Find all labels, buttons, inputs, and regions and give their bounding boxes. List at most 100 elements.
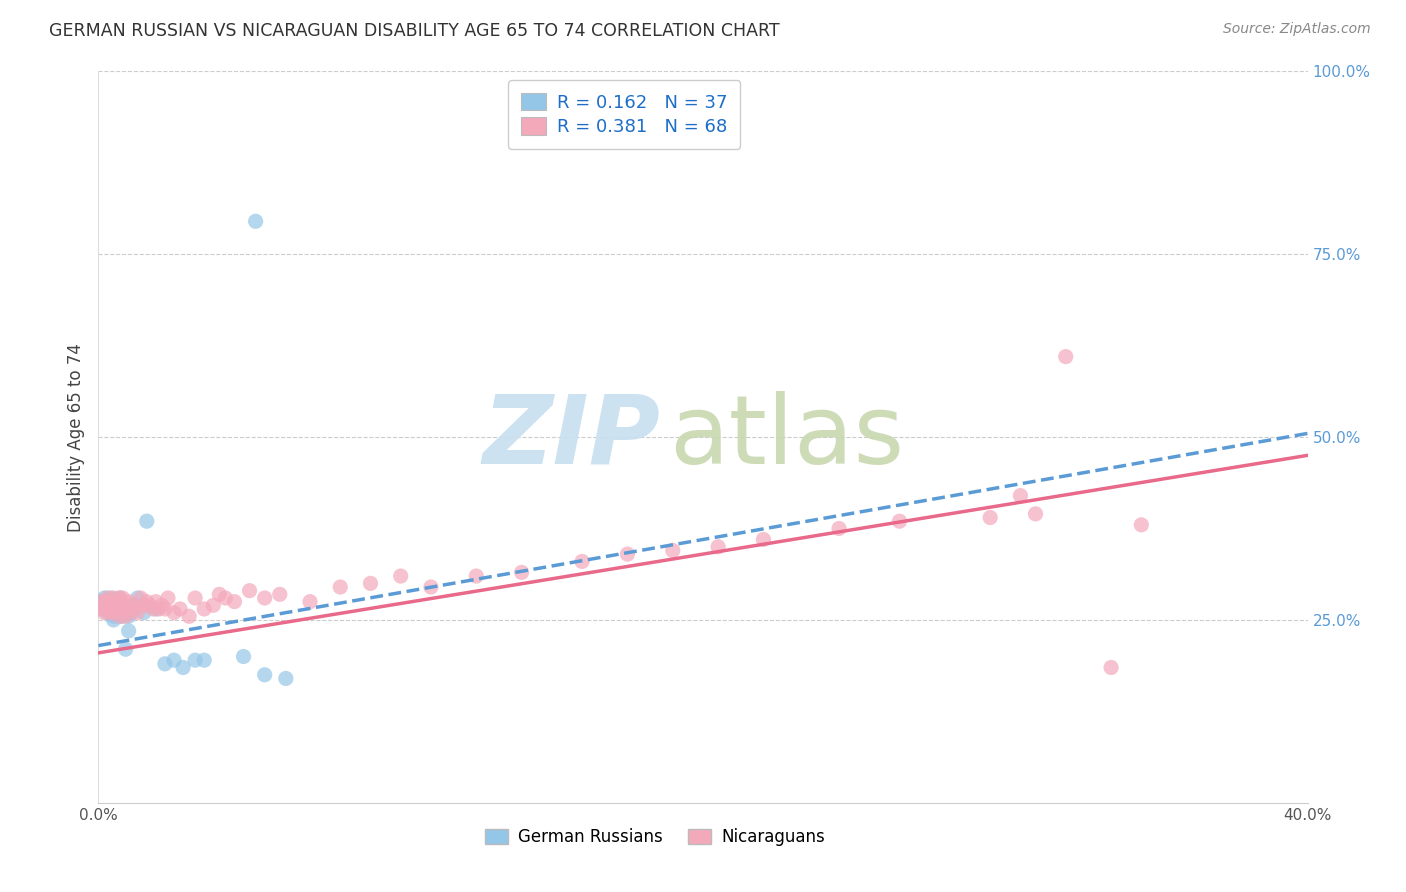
Nicaraguans <box>145 594 167 608</box>
German Russians <box>232 649 254 664</box>
Text: atlas: atlas <box>669 391 904 483</box>
German Russians <box>108 609 131 624</box>
Nicaraguans <box>153 602 176 616</box>
Nicaraguans <box>163 606 186 620</box>
Text: Source: ZipAtlas.com: Source: ZipAtlas.com <box>1223 22 1371 37</box>
Nicaraguans <box>828 521 851 535</box>
Nicaraguans <box>202 599 225 613</box>
German Russians <box>121 606 143 620</box>
German Russians <box>118 624 141 638</box>
Nicaraguans <box>661 543 683 558</box>
Nicaraguans <box>132 599 155 613</box>
Nicaraguans <box>150 599 173 613</box>
Nicaraguans <box>299 594 322 608</box>
Nicaraguans <box>96 594 118 608</box>
Nicaraguans <box>1024 507 1046 521</box>
Nicaraguans <box>114 609 136 624</box>
Nicaraguans <box>93 599 115 613</box>
Nicaraguans <box>129 591 152 605</box>
German Russians <box>103 594 125 608</box>
Nicaraguans <box>148 602 170 616</box>
German Russians <box>90 594 112 608</box>
Nicaraguans <box>111 599 134 613</box>
Nicaraguans <box>208 587 231 601</box>
German Russians <box>184 653 207 667</box>
Nicaraguans <box>114 602 136 616</box>
Nicaraguans <box>360 576 382 591</box>
German Russians <box>114 642 136 657</box>
German Russians <box>111 609 134 624</box>
Nicaraguans <box>111 594 134 608</box>
Nicaraguans <box>90 594 112 608</box>
Nicaraguans <box>616 547 638 561</box>
Nicaraguans <box>1130 517 1153 532</box>
German Russians <box>105 602 128 616</box>
Nicaraguans <box>90 602 112 616</box>
German Russians <box>93 591 115 605</box>
Nicaraguans <box>707 540 730 554</box>
Nicaraguans <box>100 599 122 613</box>
German Russians <box>108 591 131 605</box>
German Russians <box>163 653 186 667</box>
Nicaraguans <box>420 580 443 594</box>
German Russians <box>127 591 149 605</box>
German Russians <box>193 653 215 667</box>
Nicaraguans <box>127 606 149 620</box>
Nicaraguans <box>239 583 262 598</box>
Nicaraguans <box>179 609 201 624</box>
German Russians <box>103 602 125 616</box>
Nicaraguans <box>156 591 179 605</box>
Nicaraguans <box>253 591 276 605</box>
Nicaraguans <box>108 609 131 624</box>
German Russians <box>145 602 167 616</box>
Nicaraguans <box>103 591 125 605</box>
German Russians <box>132 606 155 620</box>
Nicaraguans <box>124 602 146 616</box>
German Russians <box>103 613 125 627</box>
Nicaraguans <box>118 594 141 608</box>
German Russians <box>124 599 146 613</box>
German Russians <box>274 672 297 686</box>
German Russians <box>103 609 125 624</box>
German Russians <box>96 599 118 613</box>
German Russians <box>135 514 157 528</box>
German Russians <box>172 660 194 674</box>
Nicaraguans <box>571 554 593 568</box>
German Russians <box>105 599 128 613</box>
Nicaraguans <box>103 599 125 613</box>
Nicaraguans <box>105 602 128 616</box>
Nicaraguans <box>135 594 157 608</box>
Nicaraguans <box>1054 350 1077 364</box>
Nicaraguans <box>142 602 165 616</box>
Nicaraguans <box>979 510 1001 524</box>
Nicaraguans <box>111 591 134 605</box>
German Russians <box>100 602 122 616</box>
Nicaraguans <box>510 566 533 580</box>
Nicaraguans <box>1010 489 1032 503</box>
Nicaraguans <box>389 569 412 583</box>
Nicaraguans <box>121 599 143 613</box>
Legend: German Russians, Nicaraguans: German Russians, Nicaraguans <box>478 822 831 853</box>
Nicaraguans <box>1099 660 1122 674</box>
Text: GERMAN RUSSIAN VS NICARAGUAN DISABILITY AGE 65 TO 74 CORRELATION CHART: GERMAN RUSSIAN VS NICARAGUAN DISABILITY … <box>49 22 780 40</box>
Nicaraguans <box>184 591 207 605</box>
German Russians <box>93 602 115 616</box>
German Russians <box>253 667 276 681</box>
Nicaraguans <box>139 599 162 613</box>
Nicaraguans <box>108 591 131 605</box>
Text: ZIP: ZIP <box>482 391 661 483</box>
Nicaraguans <box>224 594 246 608</box>
German Russians <box>153 657 176 671</box>
Y-axis label: Disability Age 65 to 74: Disability Age 65 to 74 <box>66 343 84 532</box>
Nicaraguans <box>96 591 118 605</box>
Nicaraguans <box>752 533 775 547</box>
Nicaraguans <box>103 606 125 620</box>
Nicaraguans <box>93 606 115 620</box>
Nicaraguans <box>100 606 122 620</box>
Nicaraguans <box>889 514 911 528</box>
Nicaraguans <box>269 587 291 601</box>
German Russians <box>90 599 112 613</box>
Nicaraguans <box>214 591 236 605</box>
Nicaraguans <box>96 602 118 616</box>
German Russians <box>96 606 118 620</box>
